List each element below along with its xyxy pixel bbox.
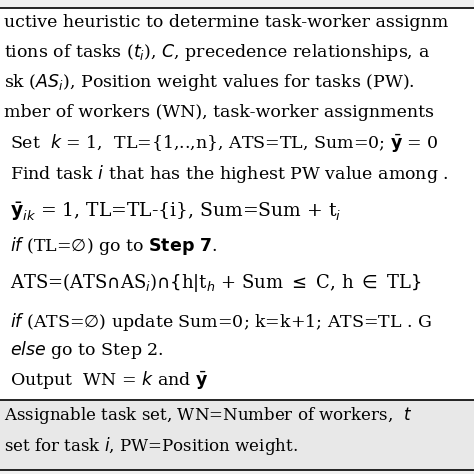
Text: Output  WN = $k$ and $\bar{\mathbf{y}}$: Output WN = $k$ and $\bar{\mathbf{y}}$: [10, 369, 208, 391]
Text: $\mathbf{\mathit{if}}$ (TL=$\varnothing$) go to $\mathbf{Step\ 7}$.: $\mathbf{\mathit{if}}$ (TL=$\varnothing$…: [10, 235, 217, 257]
Text: ATS=(ATS$\cap$AS$_i$)$\cap\{$h$|$t$_h$ + Sum $\leq$ C, h $\in$ TL$\}$: ATS=(ATS$\cap$AS$_i$)$\cap\{$h$|$t$_h$ +…: [10, 272, 422, 294]
Text: tions of tasks ($t_i$), $C$, precedence relationships, a: tions of tasks ($t_i$), $C$, precedence …: [4, 42, 430, 63]
Text: $\mathbf{\mathit{if}}$ (ATS=$\varnothing$) update Sum=0; k=k+1; ATS=TL . G: $\mathbf{\mathit{if}}$ (ATS=$\varnothing…: [10, 311, 432, 333]
Text: Set  $k$ = 1,  TL={1,..,n}, ATS=TL, Sum=0; $\bar{\mathbf{y}}$ = 0: Set $k$ = 1, TL={1,..,n}, ATS=TL, Sum=0;…: [10, 132, 439, 154]
Text: mber of workers (WN), task-worker assignments: mber of workers (WN), task-worker assign…: [4, 103, 434, 120]
Bar: [0, 8, 474, 400]
Text: Assignable task set, WN=Number of workers,  $t$: Assignable task set, WN=Number of worker…: [4, 404, 412, 426]
Text: uctive heuristic to determine task-worker assignm: uctive heuristic to determine task-worke…: [4, 13, 448, 30]
Text: Find task $i$ that has the highest PW value among .: Find task $i$ that has the highest PW va…: [10, 163, 449, 185]
Text: $\bar{\mathbf{y}}_{ik}$ = 1, TL=TL-{i}, Sum=Sum + t$_i$: $\bar{\mathbf{y}}_{ik}$ = 1, TL=TL-{i}, …: [10, 201, 341, 223]
Bar: [0, 400, 474, 470]
Text: sk ($AS_i$), Position weight values for tasks (PW).: sk ($AS_i$), Position weight values for …: [4, 72, 415, 92]
Text: set for task $i$, PW=Position weight.: set for task $i$, PW=Position weight.: [4, 435, 298, 457]
Text: $\mathit{else}$ go to Step 2.: $\mathit{else}$ go to Step 2.: [10, 339, 164, 361]
